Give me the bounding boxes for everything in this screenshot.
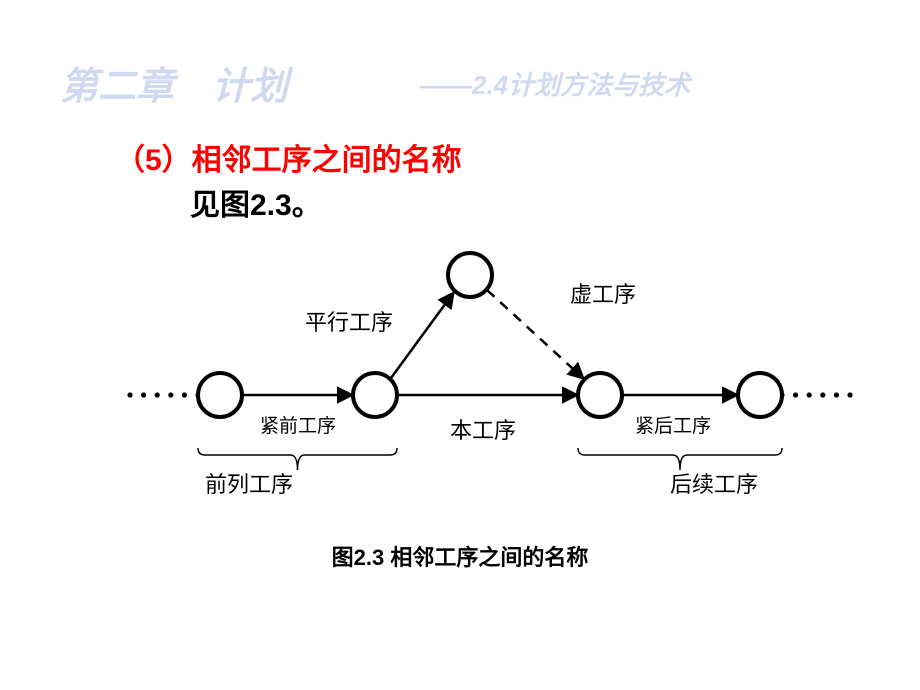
diagram-svg: 平行工序 虚工序紧前工序 本工序 紧后工序前列工序 后续工序 (100, 230, 860, 530)
svg-text:前列工序: 前列工序 (205, 472, 293, 497)
network-diagram: 平行工序 虚工序紧前工序 本工序 紧后工序前列工序 后续工序 (100, 230, 860, 530)
section-subtitle: ——2.4计划方法与技术 (420, 65, 690, 102)
heading-number: （5）相邻工序之间的名称 (115, 135, 462, 179)
figure-caption: 图2.3 相邻工序之间的名称 (0, 540, 920, 572)
svg-text:本工序: 本工序 (450, 418, 516, 443)
svg-text:紧前工序: 紧前工序 (260, 415, 336, 437)
svg-text:后续工序: 后续工序 (670, 472, 758, 497)
svg-text:紧后工序: 紧后工序 (635, 415, 711, 437)
chapter-title: 第二章 计划 (60, 55, 288, 110)
svg-text:虚工序: 虚工序 (570, 282, 636, 307)
svg-text:平行工序: 平行工序 (305, 310, 393, 335)
heading-reference: 见图2.3。 (190, 180, 322, 224)
